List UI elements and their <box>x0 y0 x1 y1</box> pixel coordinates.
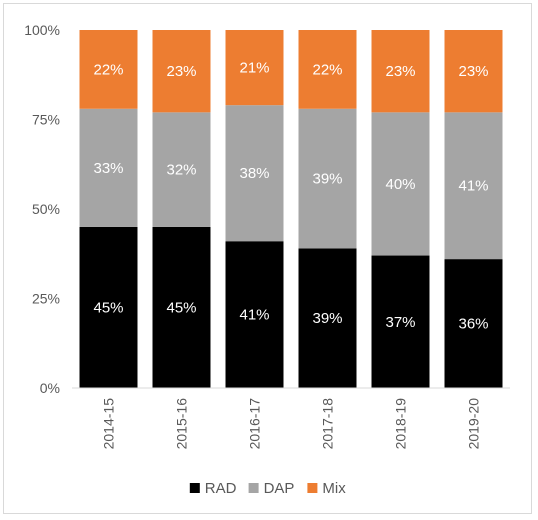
bar-dap-2018-19 <box>371 112 430 256</box>
legend-swatch-rad <box>189 483 200 493</box>
bar-rad-2014-15 <box>79 226 138 388</box>
data-label-mix-2014-15: 22% <box>93 61 123 78</box>
bars-group <box>79 30 503 388</box>
y-tick-label-100: 100% <box>24 22 60 38</box>
data-label-mix-2017-18: 22% <box>312 61 342 78</box>
legend-swatch-mix <box>307 483 318 493</box>
bar-mix-2019-20 <box>444 30 503 113</box>
bar-dap-2017-18 <box>298 108 357 249</box>
data-label-mix-2015-16: 23% <box>166 63 196 80</box>
data-label-dap-2017-18: 39% <box>312 171 342 188</box>
y-tick-label-50: 50% <box>32 201 60 217</box>
data-label-rad-2019-20: 36% <box>458 316 488 333</box>
bar-rad-2018-19 <box>371 255 430 388</box>
data-label-dap-2018-19: 40% <box>385 176 415 193</box>
x-tick-label-2017-18: 2017-18 <box>320 398 336 450</box>
x-tick-label-2018-19: 2018-19 <box>393 398 409 450</box>
legend: RAD DAP Mix <box>189 480 346 497</box>
data-label-rad-2015-16: 45% <box>166 299 196 316</box>
legend-label-dap: DAP <box>264 480 295 497</box>
data-label-rad-2014-15: 45% <box>93 299 123 316</box>
data-label-dap-2014-15: 33% <box>93 160 123 177</box>
data-label-rad-2016-17: 41% <box>239 307 269 324</box>
bar-rad-2015-16 <box>152 226 211 388</box>
data-label-rad-2018-19: 37% <box>385 314 415 331</box>
bar-rad-2016-17 <box>225 241 284 388</box>
legend-label-rad: RAD <box>205 480 237 497</box>
data-label-dap-2019-20: 41% <box>458 178 488 195</box>
y-tick-label-0: 0% <box>40 380 60 396</box>
bar-mix-2017-18 <box>298 30 357 109</box>
data-label-dap-2015-16: 32% <box>166 162 196 179</box>
bar-rad-2017-18 <box>298 248 357 388</box>
bar-dap-2015-16 <box>152 112 211 227</box>
x-tick-label-2019-20: 2019-20 <box>466 398 482 450</box>
y-tick-label-75: 75% <box>32 112 60 128</box>
legend-swatch-dap <box>248 483 259 493</box>
data-label-mix-2019-20: 23% <box>458 63 488 80</box>
bar-dap-2019-20 <box>444 112 503 260</box>
bar-mix-2016-17 <box>225 30 284 106</box>
bar-mix-2014-15 <box>79 30 138 109</box>
bar-rad-2019-20 <box>444 259 503 388</box>
x-tick-label-2016-17: 2016-17 <box>247 398 263 450</box>
data-label-rad-2017-18: 39% <box>312 310 342 327</box>
data-labels-group: 45% 33% 22% 45% 32% 23% 41% 38% 21% 39% 39% 22% 37% 4… <box>93 60 488 333</box>
bar-dap-2014-15 <box>79 108 138 227</box>
x-tick-label-2015-16: 2015-16 <box>174 398 190 450</box>
data-label-dap-2016-17: 38% <box>239 165 269 182</box>
data-label-mix-2016-17: 21% <box>239 60 269 77</box>
bar-mix-2015-16 <box>152 30 211 113</box>
bar-dap-2016-17 <box>225 105 284 242</box>
legend-label-mix: Mix <box>322 480 346 497</box>
x-tick-label-2014-15: 2014-15 <box>101 398 117 450</box>
axes-group: 2014-15 2015-16 2016-17 2017-18 2018-19 2019-… <box>24 22 510 449</box>
data-label-mix-2018-19: 23% <box>385 63 415 80</box>
bar-mix-2018-19 <box>371 30 430 113</box>
y-tick-label-25: 25% <box>32 291 60 307</box>
